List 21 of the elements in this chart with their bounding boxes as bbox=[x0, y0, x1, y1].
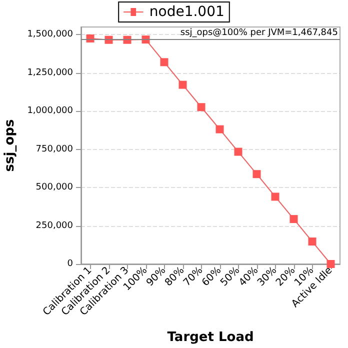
y-tick-label: 1,000,000 bbox=[27, 106, 74, 116]
y-tick-label: 0 bbox=[67, 259, 74, 269]
y-tick-label: 1,250,000 bbox=[27, 68, 74, 78]
point bbox=[308, 238, 316, 246]
y-tick-label: 500,000 bbox=[36, 182, 74, 193]
y-tick-label: 250,000 bbox=[36, 220, 74, 231]
point bbox=[216, 125, 224, 134]
point bbox=[290, 215, 298, 224]
point bbox=[234, 148, 242, 156]
x-axis-title: Target Load bbox=[167, 330, 254, 345]
ref-line-label: ssj_ops@100% per JVM=1,467,845 bbox=[180, 28, 338, 38]
y-tick-label: 750,000 bbox=[36, 144, 74, 154]
point bbox=[326, 260, 335, 268]
point bbox=[252, 170, 261, 178]
y-tick-label: 1,500,000 bbox=[27, 30, 74, 40]
point bbox=[197, 103, 206, 112]
y-axis-title: ssj_ops bbox=[2, 119, 18, 172]
point bbox=[178, 80, 187, 89]
legend-label: node1.001 bbox=[149, 4, 224, 20]
point bbox=[160, 58, 168, 66]
point bbox=[271, 192, 280, 201]
